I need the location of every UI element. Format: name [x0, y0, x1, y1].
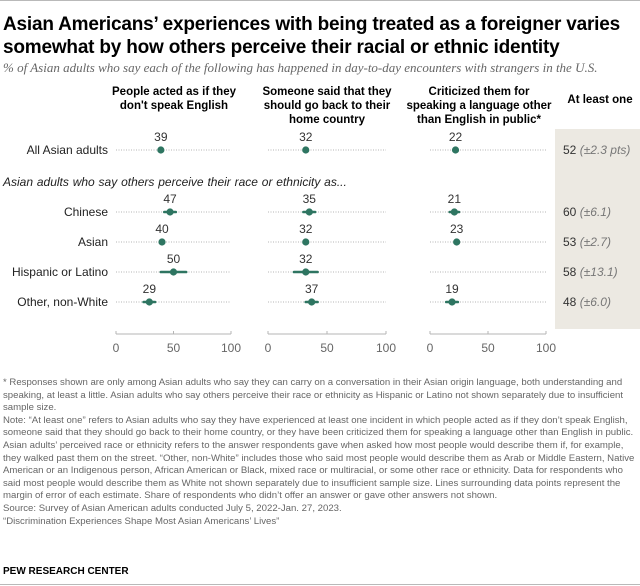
top-rule [0, 0, 640, 1]
at-least-one-number: 48 [563, 295, 577, 309]
data-point [302, 238, 310, 246]
data-point [451, 146, 460, 154]
row-label-asian: Asian [77, 235, 108, 249]
x-tick-label: 50 [320, 341, 334, 355]
x-tick-label: 0 [427, 341, 434, 355]
data-label: 47 [163, 192, 177, 206]
at-least-one-value-all: 52 (±2.3 pts) [563, 143, 630, 157]
data-point [302, 146, 310, 154]
at-least-one-moe: (±6.1) [579, 205, 611, 219]
row-label-chinese: Chinese [63, 205, 108, 219]
data-label: 21 [448, 192, 462, 206]
methodology-note: Note: “At least one” refers to Asian adu… [3, 414, 635, 502]
panel-header-at-least-one: At least one [567, 94, 633, 106]
asterisk-note: * Responses shown are only among Asian a… [3, 377, 624, 414]
source-note: Source: Survey of Asian American adults … [3, 502, 342, 514]
at-least-one-number: 53 [563, 235, 577, 249]
data-label: 32 [299, 222, 313, 236]
panel-header-go-back-home: Someone said that they should go back to… [262, 86, 392, 126]
x-tick-label: 0 [113, 341, 120, 355]
at-least-one-number: 58 [563, 265, 577, 279]
x-tick-label: 100 [221, 341, 241, 355]
data-label: 32 [299, 252, 313, 266]
data-point [453, 238, 461, 246]
pew-logo-text: PEW RESEARCH CENTER [3, 566, 129, 577]
data-point [305, 208, 313, 216]
row-label-all-asian-adults: All Asian adults [26, 143, 108, 157]
chart-title: Asian Americans’ experiences with being … [3, 14, 620, 58]
panel-header-dont-speak-english: People acted as if they don't speak Engl… [112, 86, 236, 112]
data-point [302, 268, 310, 276]
data-point [448, 298, 456, 306]
data-label: 22 [449, 130, 463, 144]
data-point [158, 238, 166, 246]
report-title: “Discrimination Experiences Shape Most A… [3, 515, 280, 527]
panel-header-criticized-language: Criticized them for speaking a language … [406, 86, 552, 126]
data-point [145, 298, 153, 306]
footnotes: * Responses shown are only among Asian a… [3, 377, 637, 528]
x-tick-label: 0 [265, 341, 272, 355]
at-least-one-value-asian: 53 (±2.7) [563, 235, 611, 249]
x-tick-label: 100 [376, 341, 396, 355]
data-label: 35 [303, 192, 317, 206]
data-point [308, 298, 316, 306]
data-label: 29 [143, 282, 157, 296]
data-label: 32 [299, 130, 313, 144]
at-least-one-number: 60 [563, 205, 577, 219]
bottom-rule [0, 584, 640, 585]
data-point [169, 268, 178, 276]
data-label: 39 [154, 130, 168, 144]
at-least-one-value-chinese: 60 (±6.1) [563, 205, 611, 219]
data-point [157, 146, 165, 154]
row-label-hispanic-or-latino: Hispanic or Latino [11, 265, 108, 279]
at-least-one-column-background [555, 129, 640, 329]
data-label: 40 [155, 222, 169, 236]
at-least-one-moe: (±2.7) [579, 235, 611, 249]
x-tick-label: 50 [167, 341, 181, 355]
data-point [166, 208, 174, 216]
data-label: 23 [450, 222, 464, 236]
x-tick-label: 100 [536, 341, 556, 355]
section-label-perceived-race: Asian adults who say others perceive the… [3, 175, 347, 189]
at-least-one-value-hispanic: 58 (±13.1) [563, 265, 618, 279]
row-label-other-non-white: Other, non-White [17, 295, 108, 309]
at-least-one-moe: (±6.0) [579, 295, 611, 309]
data-label: 37 [305, 282, 319, 296]
chart-subtitle: % of Asian adults who say each of the fo… [3, 60, 598, 75]
at-least-one-moe: (±2.3 pts) [579, 143, 631, 157]
data-point [450, 208, 458, 216]
x-tick-label: 50 [481, 341, 495, 355]
data-label: 19 [445, 282, 459, 296]
at-least-one-number: 52 [563, 143, 577, 157]
data-label: 50 [167, 252, 181, 266]
at-least-one-moe: (±13.1) [579, 265, 618, 279]
at-least-one-value-other: 48 (±6.0) [563, 295, 611, 309]
